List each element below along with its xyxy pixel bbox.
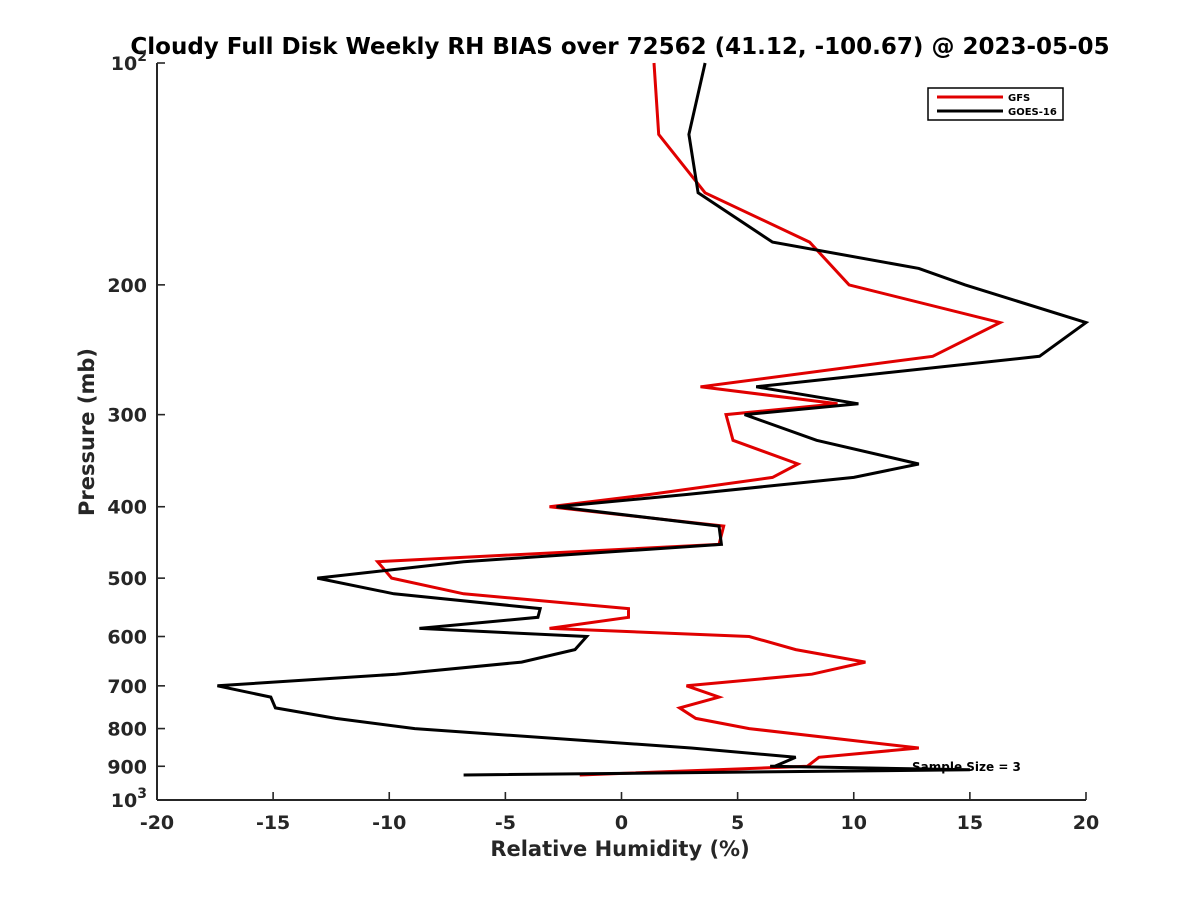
x-axis-title: Relative Humidity (%) [490,837,749,861]
x-tick-label: 15 [957,812,983,834]
y-tick-label: 103 [111,786,147,812]
chart-title: Cloudy Full Disk Weekly RH BIAS over 725… [130,34,1109,60]
y-tick-label: 800 [107,719,147,741]
y-tick-label: 102 [111,49,147,75]
y-tick-label-exponent: 2 [137,49,147,65]
plot-axes [156,63,1086,801]
y-tick-label: 500 [107,568,147,590]
x-tick-label: -20 [140,812,174,834]
y-tick-label: 700 [107,676,147,698]
x-tick-label: 20 [1073,812,1099,834]
y-tick-label: 600 [107,626,147,648]
series-line-goes-16 [217,62,1090,777]
x-tick-label: -5 [495,812,516,834]
series-layer [217,62,1090,777]
y-axis-title: Pressure (mb) [75,348,99,516]
y-tick-label-base: 10 [111,53,137,75]
x-tick-label: 0 [615,812,628,834]
sample-size-annotation: Sample Size = 3 [912,760,1021,774]
y-tick-label: 300 [107,405,147,427]
y-tick-label: 900 [107,756,147,778]
x-tick-label: 5 [731,812,744,834]
x-ticks: -20 -15 -10 -5 0 5 10 15 20 [140,792,1099,834]
y-tick-label: 400 [107,497,147,519]
y-tick-label-exponent: 3 [137,786,147,802]
legend: GFS GOES-16 [927,87,1064,121]
legend-gfs-label: GFS [1008,93,1030,104]
legend-box [927,87,1064,121]
y-tick-label: 200 [107,275,147,297]
x-tick-label: -15 [256,812,290,834]
x-tick-label: 10 [841,812,867,834]
legend-goes16-label: GOES-16 [1008,107,1057,118]
y-tick-label-base: 10 [111,790,137,812]
x-tick-label: -10 [372,812,406,834]
